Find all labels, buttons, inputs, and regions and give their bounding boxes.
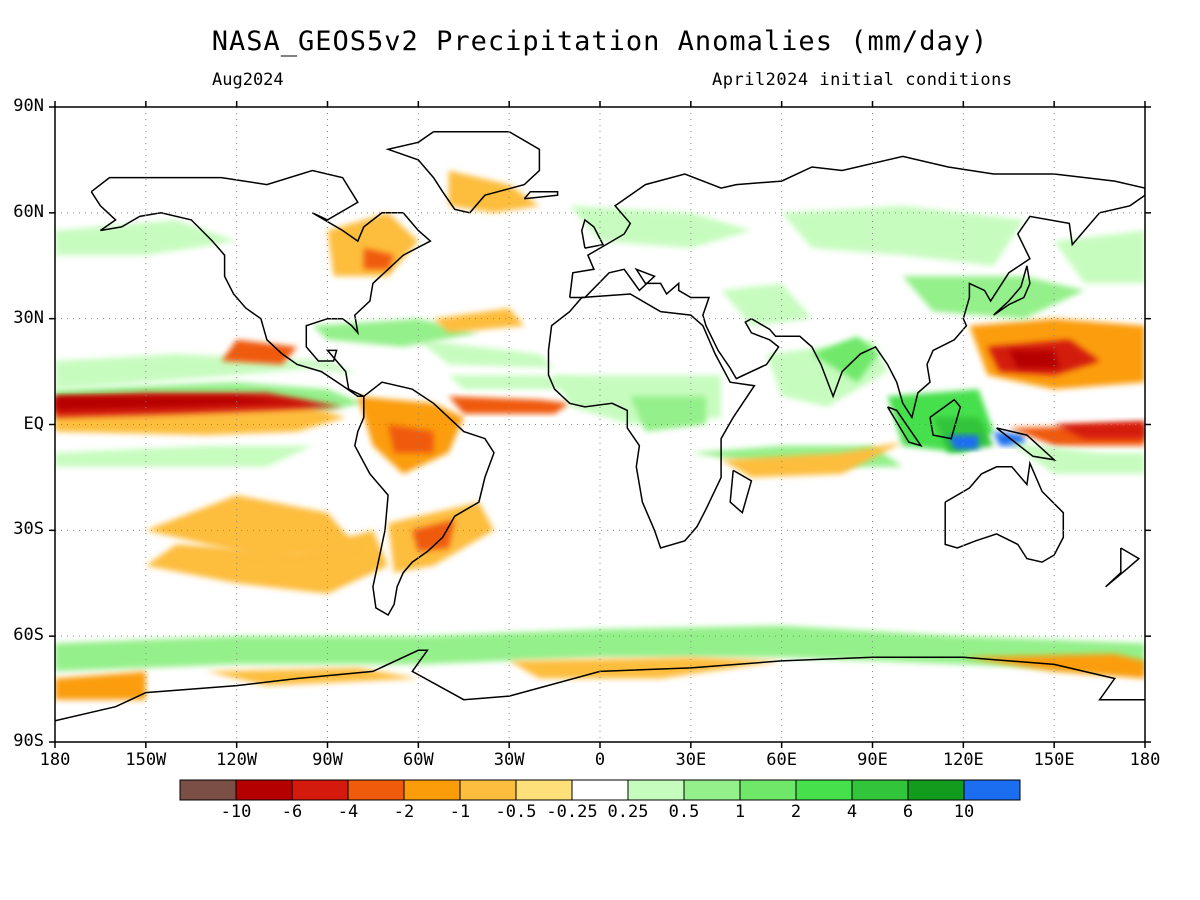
anomaly-region (1054, 421, 1145, 439)
colorbar-label: -4 (337, 802, 359, 822)
coastline (55, 649, 1145, 722)
colorbar-swatch (627, 779, 685, 801)
anomaly-region (388, 424, 434, 453)
coastline (929, 398, 962, 440)
colorbar-swatch (907, 779, 965, 801)
lon-label: 180 (39, 750, 71, 770)
anomaly-region (963, 653, 1145, 679)
colorbar-label: 2 (790, 802, 802, 822)
coastline (90, 169, 432, 398)
colorbar-swatch (683, 779, 741, 801)
colorbar-swatch (235, 779, 293, 801)
colorbar-label: 6 (902, 802, 914, 822)
colorbar (179, 779, 1021, 801)
coastlines (55, 130, 1145, 722)
anomaly-region (1054, 230, 1145, 284)
anomaly-region (721, 283, 812, 326)
colorbar-swatch (795, 779, 853, 801)
colorbar-swatch (571, 779, 629, 801)
anomaly-field (55, 170, 1145, 700)
anomaly-region (55, 445, 313, 467)
anomaly-region (412, 519, 455, 552)
anomaly-region (721, 442, 903, 478)
coastline (729, 469, 753, 515)
coastline (385, 130, 541, 214)
colorbar-swatch (851, 779, 909, 801)
colorbar-swatch (515, 779, 573, 801)
anomaly-region (55, 671, 146, 700)
anomaly-region (327, 212, 419, 277)
anomaly-region (448, 396, 570, 414)
coastline (944, 460, 1065, 563)
anomaly-region (569, 205, 752, 249)
anomaly-region (433, 308, 525, 333)
lat-label: 90S (13, 731, 44, 751)
lon-label: 0 (594, 750, 606, 770)
coastline (568, 155, 1145, 420)
coastline (1105, 547, 1141, 588)
colorbar-swatch (347, 779, 405, 801)
lon-label: 150W (125, 750, 167, 770)
lat-label: 60N (13, 201, 44, 222)
coastline (993, 265, 1031, 316)
colorbar-label: -2 (393, 802, 415, 822)
anomaly-region (811, 336, 879, 383)
colorbar-label: 1 (734, 802, 746, 822)
lon-label: 120E (942, 750, 984, 770)
anomaly-region (1008, 350, 1061, 369)
anomaly-region (312, 318, 479, 347)
colorbar-label: 0.25 (607, 802, 649, 822)
forecast-month: Aug2024 (212, 70, 284, 90)
lon-label: 90E (857, 750, 888, 770)
anomaly-region (509, 657, 782, 679)
axis-ticks (49, 101, 1151, 748)
coastline (523, 190, 559, 200)
anomaly-region (363, 248, 395, 270)
coastline (354, 381, 495, 617)
lon-label: 60W (402, 750, 434, 770)
anomaly-region (948, 435, 979, 450)
colorbar-label: -6 (281, 802, 303, 822)
anomaly-region (55, 219, 237, 256)
anomaly-region (221, 339, 298, 365)
map-title: NASA_GEOS5v2 Precipitation Anomalies (mm… (211, 26, 989, 57)
lat-label: 30S (13, 519, 44, 540)
anomaly-region (145, 495, 358, 559)
lon-label: 30W (493, 750, 525, 770)
coastline (547, 293, 756, 549)
lat-label: EQ (23, 413, 44, 434)
lon-label: 150E (1033, 750, 1075, 770)
anomaly-region (781, 205, 1024, 266)
colorbar-label: -1 (449, 802, 471, 822)
colorbar-label: -10 (220, 802, 252, 822)
lon-label: 120W (216, 750, 258, 770)
coastline (886, 406, 923, 448)
colorbar-label: -0.5 (495, 802, 537, 822)
initial-conditions: April2024 initial conditions (712, 70, 1013, 90)
colorbar-swatch (403, 779, 461, 801)
colorbar-label: 10 (953, 802, 975, 822)
anomaly-region (418, 339, 555, 369)
colorbar-label: -0.25 (546, 802, 598, 822)
coastline (996, 427, 1057, 461)
anomaly-region (448, 170, 540, 213)
colorbar-swatch (179, 779, 237, 801)
colorbar-swatch (739, 779, 797, 801)
lat-label: 90N (13, 96, 44, 116)
colorbar-label: 0.5 (668, 802, 700, 822)
colorbar-label: 4 (846, 802, 858, 822)
anomaly-region (630, 396, 706, 432)
lat-label: 60S (13, 625, 44, 646)
lat-label: 30N (13, 307, 44, 328)
lon-label: 60E (766, 750, 798, 770)
lon-label: 90W (312, 750, 343, 770)
anomaly-region (55, 396, 313, 411)
colorbar-swatch (459, 779, 517, 801)
lon-label: 180 (1129, 750, 1161, 770)
colorbar-swatch (963, 779, 1021, 801)
colorbar-swatch (291, 779, 349, 801)
lon-label: 30E (675, 750, 707, 770)
anomaly-region (993, 431, 1024, 446)
